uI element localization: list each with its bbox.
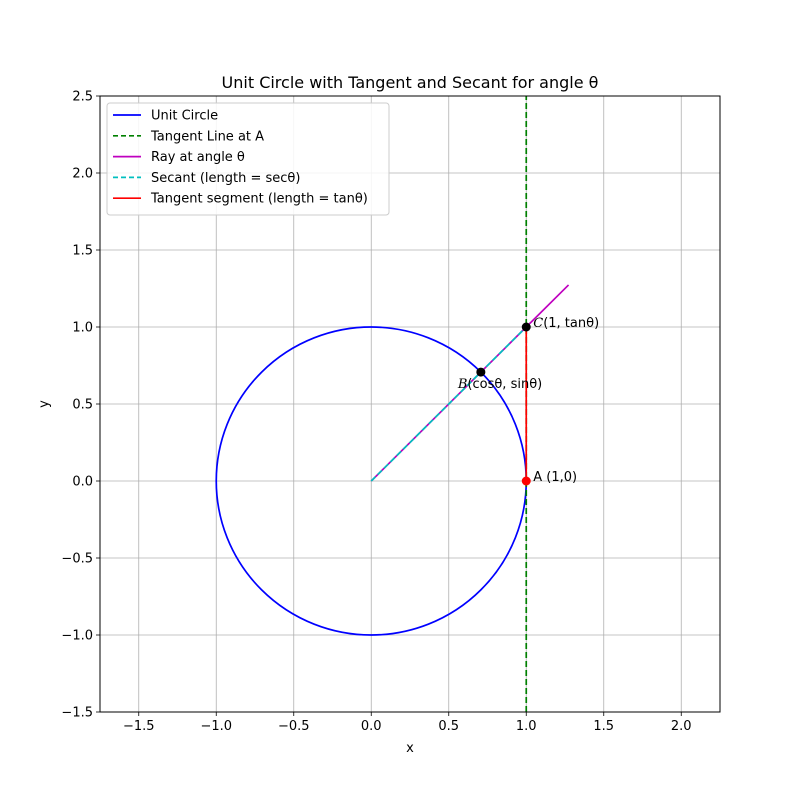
point-C [521, 322, 531, 332]
chart-title: Unit Circle with Tangent and Secant for … [222, 73, 599, 92]
label-point-A: A (1,0) [533, 470, 577, 485]
x-tick-label: 0.5 [438, 719, 459, 734]
annotations: A (1,0) B(cosθ, sinθ) C(1, tanθ) [457, 316, 599, 485]
ticks: −1.5 −1.0 −0.5 0.0 0.5 1.0 1.5 2.0 −1.5 −1.0 −0.5 0… [61, 90, 691, 735]
legend-box [106, 102, 390, 216]
legend-entry: Ray at angle θ [151, 150, 245, 165]
x-axis-label: x [406, 741, 414, 756]
y-tick-label: −1.5 [61, 706, 93, 721]
y-tick-label: 2.0 [72, 167, 93, 182]
point-A [521, 476, 531, 486]
x-tick-label: −0.5 [278, 719, 310, 734]
x-tick-label: 1.5 [593, 719, 614, 734]
legend-entry: Unit Circle [151, 109, 218, 124]
y-axis-label: y [37, 400, 52, 408]
y-tick-label: −1.0 [61, 629, 93, 644]
point-B [476, 367, 486, 377]
x-tick-label: 2.0 [671, 719, 692, 734]
legend-entry: Tangent segment (length = tanθ) [150, 192, 368, 207]
y-tick-label: 0.5 [72, 398, 93, 413]
x-tick-label: −1.5 [123, 719, 155, 734]
label-point-B: B(cosθ, sinθ) [457, 377, 542, 392]
x-tick-label: 0.0 [361, 719, 382, 734]
x-tick-label: 1.0 [516, 719, 537, 734]
legend: Unit Circle Tangent Line at A Ray at angle… [106, 102, 390, 216]
legend-entry: Secant (length = secθ) [151, 171, 300, 186]
label-point-C: C(1, tanθ) [533, 316, 599, 331]
y-tick-label: −0.5 [61, 552, 93, 567]
y-tick-label: 1.5 [72, 244, 93, 259]
points [476, 322, 531, 486]
series-line-3 [370, 326, 527, 482]
y-tick-label: 1.0 [72, 321, 93, 336]
x-tick-label: −1.0 [200, 719, 232, 734]
legend-entry: Tangent Line at A [150, 129, 264, 144]
y-tick-label: 2.5 [72, 90, 93, 105]
y-tick-label: 0.0 [72, 475, 93, 490]
